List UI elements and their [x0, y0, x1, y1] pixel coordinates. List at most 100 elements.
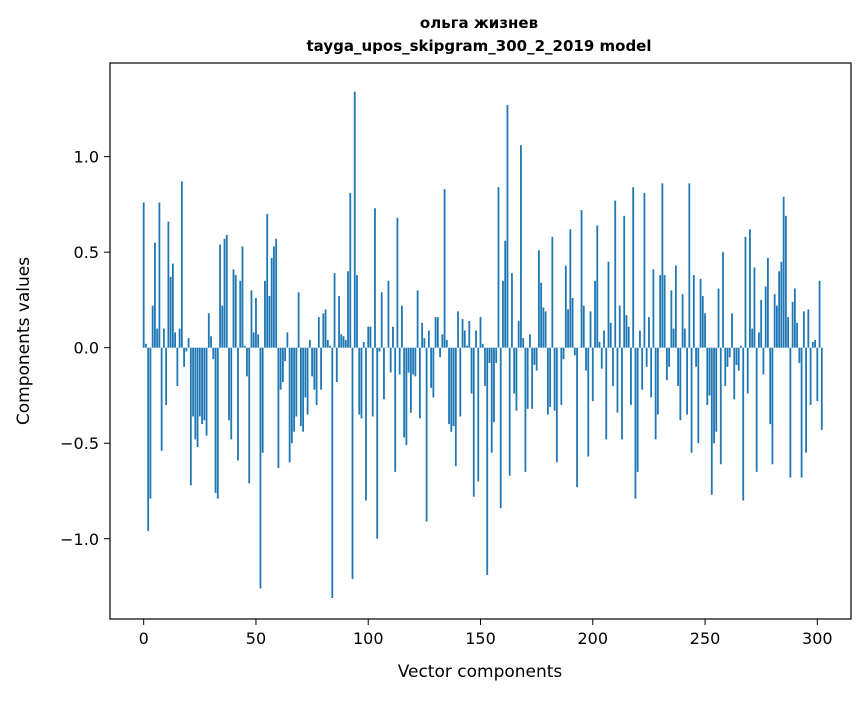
- bar: [428, 330, 430, 347]
- bar: [549, 348, 551, 407]
- bar: [426, 348, 428, 522]
- bar: [152, 306, 154, 348]
- bar: [513, 348, 515, 394]
- bar: [601, 348, 603, 369]
- bar: [199, 348, 201, 417]
- bar: [704, 313, 706, 347]
- bar: [626, 315, 628, 347]
- bar: [206, 348, 208, 436]
- bar: [747, 348, 749, 394]
- bar: [275, 239, 277, 348]
- bar: [235, 275, 237, 348]
- bar: [545, 311, 547, 347]
- bar: [239, 281, 241, 348]
- bar: [264, 281, 266, 348]
- bar: [289, 348, 291, 463]
- bar: [673, 329, 675, 348]
- bar: [675, 266, 677, 348]
- bar: [381, 292, 383, 347]
- bar: [713, 348, 715, 444]
- bar: [695, 348, 697, 367]
- bar: [670, 290, 672, 347]
- bar: [233, 269, 235, 347]
- bar: [778, 271, 780, 347]
- bar: [635, 348, 637, 499]
- bar: [583, 306, 585, 348]
- bar: [498, 187, 500, 347]
- bar: [623, 216, 625, 348]
- bar: [816, 348, 818, 402]
- bar: [466, 346, 468, 348]
- bar: [774, 294, 776, 348]
- bar: [242, 246, 244, 347]
- bar: [435, 317, 437, 348]
- bar: [188, 338, 190, 348]
- bar: [228, 348, 230, 421]
- bar: [819, 281, 821, 348]
- bar: [156, 329, 158, 348]
- bar: [459, 348, 461, 417]
- bar: [473, 348, 475, 497]
- bar: [547, 348, 549, 415]
- y-tick-label: −1.0: [60, 530, 99, 549]
- bar: [446, 340, 448, 348]
- bar: [457, 311, 459, 347]
- bar: [354, 92, 356, 348]
- bar: [215, 348, 217, 493]
- bar: [410, 348, 412, 413]
- bar: [448, 348, 450, 424]
- bar: [792, 302, 794, 348]
- bar: [309, 340, 311, 348]
- bar: [403, 348, 405, 438]
- bar: [343, 336, 345, 347]
- bar: [417, 290, 419, 347]
- bar: [194, 348, 196, 440]
- bar: [639, 330, 641, 347]
- bar: [484, 348, 486, 386]
- bar: [293, 348, 295, 432]
- bar: [653, 269, 655, 347]
- bar: [179, 329, 181, 348]
- bar: [720, 348, 722, 465]
- bar: [785, 216, 787, 348]
- bar: [170, 277, 172, 348]
- bar: [352, 348, 354, 579]
- bar: [462, 319, 464, 348]
- bar: [226, 235, 228, 348]
- bar: [401, 306, 403, 348]
- bar: [489, 348, 491, 363]
- bar: [390, 348, 392, 373]
- bar: [700, 279, 702, 348]
- bar: [587, 348, 589, 457]
- bar: [590, 311, 592, 347]
- y-axis-label: Components values: [14, 257, 34, 425]
- x-tick-label: 150: [465, 629, 496, 648]
- bar: [262, 348, 264, 453]
- bar: [789, 348, 791, 478]
- bar: [693, 275, 695, 348]
- bar: [471, 348, 473, 394]
- bar: [237, 348, 239, 461]
- chart-subtitle: tayga_upos_skipgram_300_2_2019 model: [307, 37, 652, 55]
- bar: [197, 348, 199, 447]
- bar: [322, 313, 324, 347]
- bar: [738, 348, 740, 371]
- bar: [192, 348, 194, 417]
- bar: [783, 197, 785, 348]
- bar: [221, 306, 223, 348]
- bar: [805, 348, 807, 453]
- bar: [441, 334, 443, 347]
- bar: [655, 348, 657, 440]
- bar: [143, 202, 145, 347]
- bar: [724, 348, 726, 386]
- bar: [729, 348, 731, 358]
- bar: [318, 317, 320, 348]
- bar: [715, 348, 717, 432]
- bar: [388, 281, 390, 348]
- bar: [495, 348, 497, 363]
- bar: [432, 348, 434, 398]
- bar: [176, 348, 178, 386]
- bar: [769, 348, 771, 424]
- bar: [358, 348, 360, 415]
